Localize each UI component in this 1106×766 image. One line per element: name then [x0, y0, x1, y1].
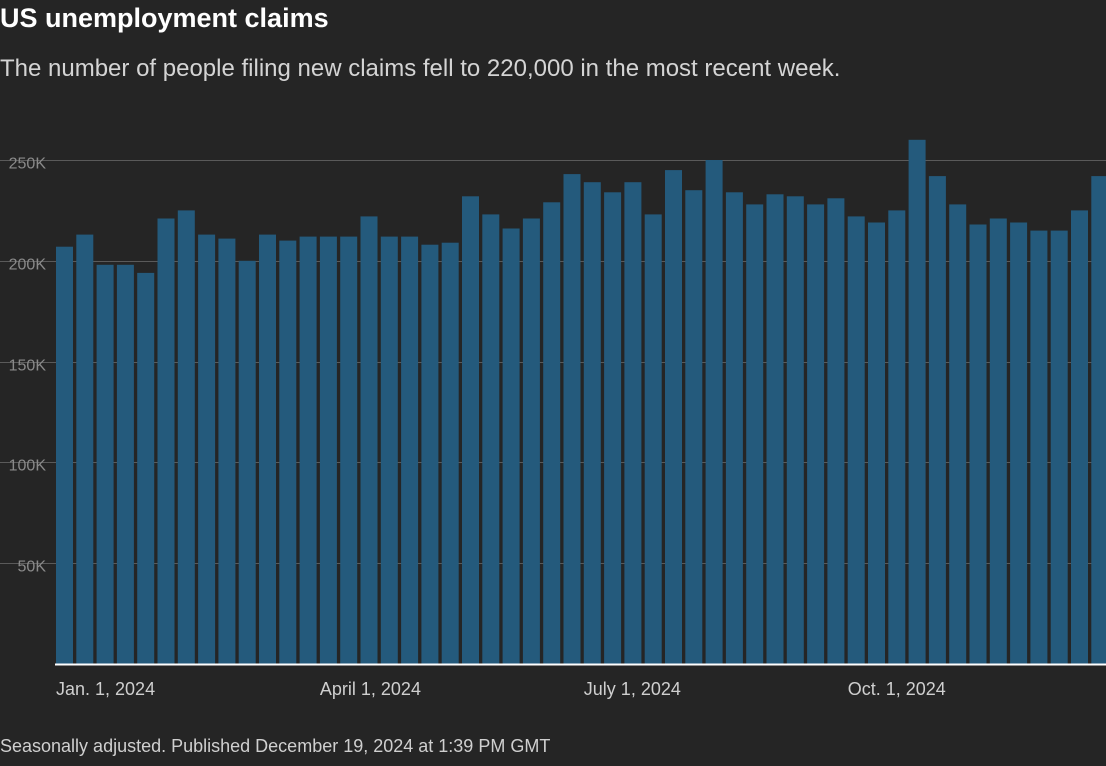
bar: [766, 194, 784, 665]
bar: [705, 160, 723, 664]
bar: [624, 182, 642, 664]
y-tick-label: 50K: [18, 559, 47, 576]
bar-layer: [55, 139, 1106, 666]
bar: [401, 236, 419, 664]
bar: [441, 242, 459, 664]
y-tick-label: 150K: [9, 358, 47, 375]
bar: [989, 218, 1007, 664]
bar: [908, 139, 926, 665]
bar: [1091, 176, 1106, 664]
bar: [1030, 230, 1048, 664]
bar: [725, 192, 743, 665]
y-tick-label: 200K: [9, 257, 47, 274]
bar: [522, 218, 540, 664]
x-tick-label: Jan. 1, 2024: [56, 679, 155, 699]
bar: [56, 246, 73, 664]
bar: [360, 216, 378, 664]
bar: [137, 272, 155, 664]
x-tick-label: July 1, 2024: [584, 679, 681, 699]
bar: [76, 234, 94, 664]
y-tick-label: 250K: [9, 156, 47, 173]
bar: [786, 196, 804, 665]
bar: [340, 236, 358, 664]
chart-title: US unemployment claims: [0, 3, 329, 33]
bar: [198, 234, 216, 664]
bar: [807, 204, 825, 664]
bar: [96, 264, 114, 664]
bar: [1010, 222, 1028, 664]
bar: [685, 190, 703, 664]
bar: [502, 228, 520, 664]
bar: [665, 170, 682, 664]
bar: [928, 176, 946, 664]
bar: [827, 198, 845, 665]
bar: [259, 234, 276, 664]
bar: [177, 210, 195, 664]
bar: [279, 240, 297, 664]
bar: [157, 218, 175, 664]
bar: [1071, 210, 1088, 664]
bar: [969, 224, 987, 664]
bar: [421, 244, 439, 664]
bar: [583, 182, 601, 664]
y-axis-labels: 50K 100K 150K 200K 250K: [9, 156, 47, 576]
bar: [218, 238, 236, 664]
bar: [319, 236, 337, 664]
x-tick-label: April 1, 2024: [320, 679, 421, 699]
bar: [888, 210, 906, 664]
bar: [462, 196, 479, 665]
bar: [949, 204, 967, 664]
bar: [482, 214, 500, 664]
bar: [543, 202, 561, 665]
y-tick-label: 100K: [9, 458, 47, 475]
bar: [1050, 230, 1068, 664]
bar: [604, 192, 622, 665]
bar: [238, 260, 256, 664]
bar: [563, 174, 581, 664]
bar: [644, 214, 662, 664]
bar: [847, 216, 865, 664]
bar: [868, 222, 885, 664]
bar: [746, 204, 764, 664]
bar: [380, 236, 398, 664]
bar: [116, 264, 134, 664]
chart-subtitle: The number of people filing new claims f…: [0, 55, 841, 82]
x-tick-label: Oct. 1, 2024: [848, 679, 946, 699]
bar: [299, 236, 317, 664]
source-note: Seasonally adjusted. Published December …: [0, 736, 551, 756]
x-axis-labels: Jan. 1, 2024 April 1, 2024 July 1, 2024 Oct…: [56, 679, 946, 699]
